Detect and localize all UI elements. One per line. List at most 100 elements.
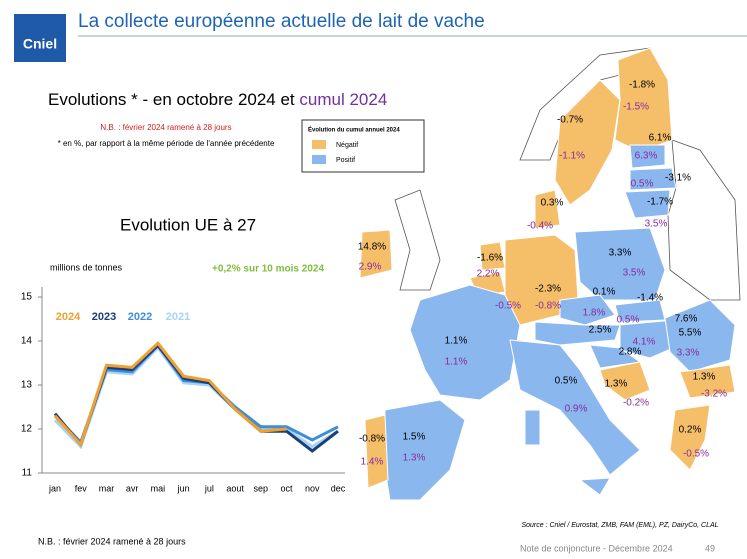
map-label: 7.6% xyxy=(675,314,698,325)
map-label: 0.5% xyxy=(631,179,654,190)
legend-label: 2024 xyxy=(56,311,81,323)
y-tick-label: 15 xyxy=(21,292,33,303)
map-label: 3.3% xyxy=(677,348,700,359)
country xyxy=(629,167,677,191)
legend-label: Positif xyxy=(336,157,355,164)
footer: Note de conjoncture - Décembre 2024 xyxy=(520,543,673,553)
x-tick-label: dec xyxy=(331,483,346,493)
map-label: -1.8% xyxy=(629,80,655,91)
map-label: 0.5% xyxy=(555,376,578,387)
map-label: 3.5% xyxy=(623,268,646,279)
map-label: 2.9% xyxy=(359,262,382,273)
y-axis-label: millions de tonnes xyxy=(50,262,123,272)
legend-label: 2022 xyxy=(128,311,152,323)
map-label: 1.3% xyxy=(605,379,628,390)
map-label: -0.7% xyxy=(557,115,583,126)
legend-label: Négatif xyxy=(336,142,358,149)
country xyxy=(578,477,611,496)
x-tick-label: sep xyxy=(254,483,269,493)
map-label: 2.2% xyxy=(477,269,500,280)
country xyxy=(394,189,441,291)
map-label: 0.1% xyxy=(593,287,616,298)
map-label: 2.8% xyxy=(619,347,642,358)
x-tick-label: nov xyxy=(305,483,320,493)
country xyxy=(509,339,641,476)
y-tick-label: 14 xyxy=(21,336,33,347)
map-label: 1.3% xyxy=(403,453,426,464)
x-tick-label: jul xyxy=(204,483,214,493)
line-series xyxy=(53,340,287,448)
map-label: 5.5% xyxy=(679,328,702,339)
heading: Evolutions * - en octobre 2024 et cumul … xyxy=(48,90,387,109)
x-tick-label: jan xyxy=(48,483,61,493)
logo-box xyxy=(14,14,66,62)
y-tick-label: 11 xyxy=(22,468,33,479)
logo: Cniel xyxy=(23,36,57,52)
map-label: -0.8% xyxy=(359,434,385,445)
map-label: 1.5% xyxy=(403,432,426,443)
map-label: -0.5% xyxy=(495,301,521,312)
map-label: 1.1% xyxy=(445,336,468,347)
map-label: 0.2% xyxy=(679,425,702,436)
map-label: 0.9% xyxy=(565,404,588,415)
map-label: -3.2% xyxy=(701,389,727,400)
map-label: -1.6% xyxy=(477,253,503,264)
map-label: 1.1% xyxy=(445,357,468,368)
map-label: 2.5% xyxy=(589,325,612,336)
country xyxy=(629,144,666,169)
map-label: 6.3% xyxy=(635,151,658,162)
note-red: N.B. : février 2024 ramené à 28 jours xyxy=(100,123,231,132)
map-label: 14.8% xyxy=(358,242,386,253)
y-tick-label: 13 xyxy=(21,380,33,391)
x-tick-label: jun xyxy=(177,483,190,493)
x-tick-label: avr xyxy=(126,483,139,493)
x-tick-label: fev xyxy=(75,483,88,493)
map-label: -2.3% xyxy=(535,284,561,295)
map-label: 3.5% xyxy=(645,219,668,230)
footer-note: N.B. : février 2024 ramené à 28 jours xyxy=(38,536,186,546)
country xyxy=(679,364,736,399)
country xyxy=(534,321,621,346)
map-label: -0.8% xyxy=(535,301,561,312)
country xyxy=(559,294,616,326)
country xyxy=(574,227,666,301)
legend-label: 2021 xyxy=(166,311,190,323)
country xyxy=(667,139,741,301)
country xyxy=(534,189,561,229)
map-label: -1.5% xyxy=(623,102,649,113)
x-tick-label: mar xyxy=(99,483,115,493)
country xyxy=(359,229,393,279)
y-tick-label: 12 xyxy=(21,424,33,435)
legend-swatch xyxy=(312,140,326,149)
x-tick-label: oct xyxy=(281,483,294,493)
x-tick-label: mai xyxy=(151,483,166,493)
country xyxy=(664,299,736,373)
country xyxy=(554,79,621,206)
country xyxy=(524,409,541,446)
map-label: 0.3% xyxy=(541,198,564,209)
map-label: 3.3% xyxy=(609,248,632,259)
country xyxy=(624,189,671,219)
country xyxy=(364,414,389,489)
map-label: 4.1% xyxy=(633,337,656,348)
map-label: -1.1% xyxy=(559,151,585,162)
page-number: 49 xyxy=(705,543,715,553)
map-label: 6.1% xyxy=(649,133,672,144)
subheading: Evolution UE à 27 xyxy=(120,215,256,234)
map-label: -0.4% xyxy=(527,221,553,232)
source: Source : Cniel / Eurostat, ZMB, FAM (EML… xyxy=(521,522,718,529)
map-label: 0.5% xyxy=(617,315,640,326)
annotation: +0,2% sur 10 mois 2024 xyxy=(212,264,324,275)
legend-swatch xyxy=(312,155,326,164)
map-label: -3.1% xyxy=(665,173,691,184)
x-tick-label: aout xyxy=(226,483,244,493)
map-label: -1.4% xyxy=(637,293,663,304)
title: La collecte européenne actuelle de lait … xyxy=(78,11,485,32)
map-label: 1.4% xyxy=(361,457,384,468)
legend-title: Évolution du cumul annuel 2024 xyxy=(308,126,400,134)
country xyxy=(409,284,521,401)
country xyxy=(669,404,711,471)
country xyxy=(384,399,466,501)
map-label: 1.3% xyxy=(693,372,716,383)
